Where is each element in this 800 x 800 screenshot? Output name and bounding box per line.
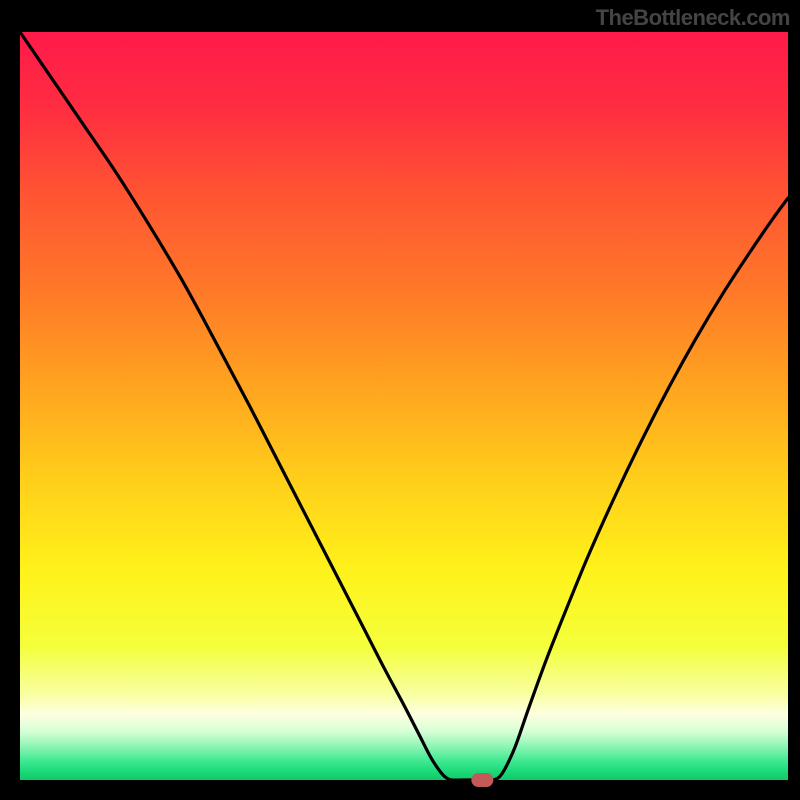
plot-background [20, 32, 788, 780]
watermark-text: TheBottleneck.com [596, 5, 790, 31]
optimal-match-marker [471, 773, 493, 787]
bottleneck-chart [0, 0, 800, 800]
chart-container: TheBottleneck.com [0, 0, 800, 800]
